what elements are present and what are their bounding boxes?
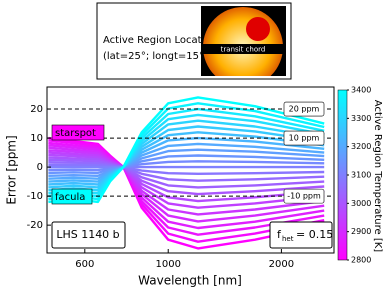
chord-label: transit chord: [221, 46, 266, 54]
fhet-box: [269, 221, 333, 249]
series-group: [48, 96, 325, 250]
inset-coords: (lat=25°; longt=15°): [103, 51, 208, 62]
x-tick-label: 2000: [269, 259, 294, 270]
colorbar-tick-label: 2800: [351, 256, 371, 265]
fhet-text: = 0.15: [296, 228, 333, 241]
x-tick-label: 1000: [155, 259, 180, 270]
series-line: [48, 158, 325, 189]
series-line: [48, 154, 325, 175]
facula-box: [51, 188, 93, 205]
reference-label: 20 ppm: [289, 105, 320, 114]
colorbar-tick-label: 3300: [351, 114, 371, 123]
y-axis-label: Error [ppm]: [5, 135, 19, 204]
reference-label: 10 ppm: [289, 134, 320, 143]
series-line: [48, 153, 325, 203]
x-axis-label: Wavelength [nm]: [138, 274, 242, 288]
planet-box: [51, 221, 126, 249]
y-tick-label: -20: [27, 220, 43, 231]
facula-label: facula: [55, 192, 85, 203]
colorbar-tick-label: 3200: [351, 142, 371, 151]
y-tick-label: 20: [30, 104, 43, 115]
reference-label-box: [283, 101, 325, 117]
plot-frame: [46, 86, 335, 254]
star-image: transit chord: [201, 6, 286, 76]
fhet-subscript: het: [282, 235, 294, 243]
series-line: [48, 163, 325, 175]
colorbar-tick-label: 3400: [351, 86, 371, 95]
starspot-box: [51, 124, 105, 141]
series-line: [48, 160, 325, 172]
starspot-label: starspot: [55, 128, 96, 139]
planet-label: LHS 1140 b: [56, 228, 119, 241]
y-tick-label: 10: [30, 133, 43, 144]
colorbar: [337, 89, 348, 261]
reference-label-box: [283, 130, 325, 146]
colorbar-label: Active Region Temperature [K]: [372, 100, 383, 253]
plot: [48, 96, 325, 250]
y-tick-label: 0: [37, 162, 43, 173]
colorbar-tick-label: 2900: [351, 227, 371, 236]
reference-label-box: [283, 188, 325, 204]
y-tick-label: -10: [27, 191, 43, 202]
series-line: [48, 148, 325, 177]
series-line: [48, 151, 325, 209]
inset-title: Active Region Location:: [103, 35, 220, 46]
x-tick-label: 600: [75, 259, 94, 270]
fhet-symbol: f: [277, 228, 282, 241]
colorbar-tick-label: 3000: [351, 199, 371, 208]
colorbar-tick-label: 3100: [351, 171, 371, 180]
series-line: [48, 161, 325, 182]
series-line: [48, 156, 325, 196]
reference-label: -10 ppm: [287, 192, 321, 201]
